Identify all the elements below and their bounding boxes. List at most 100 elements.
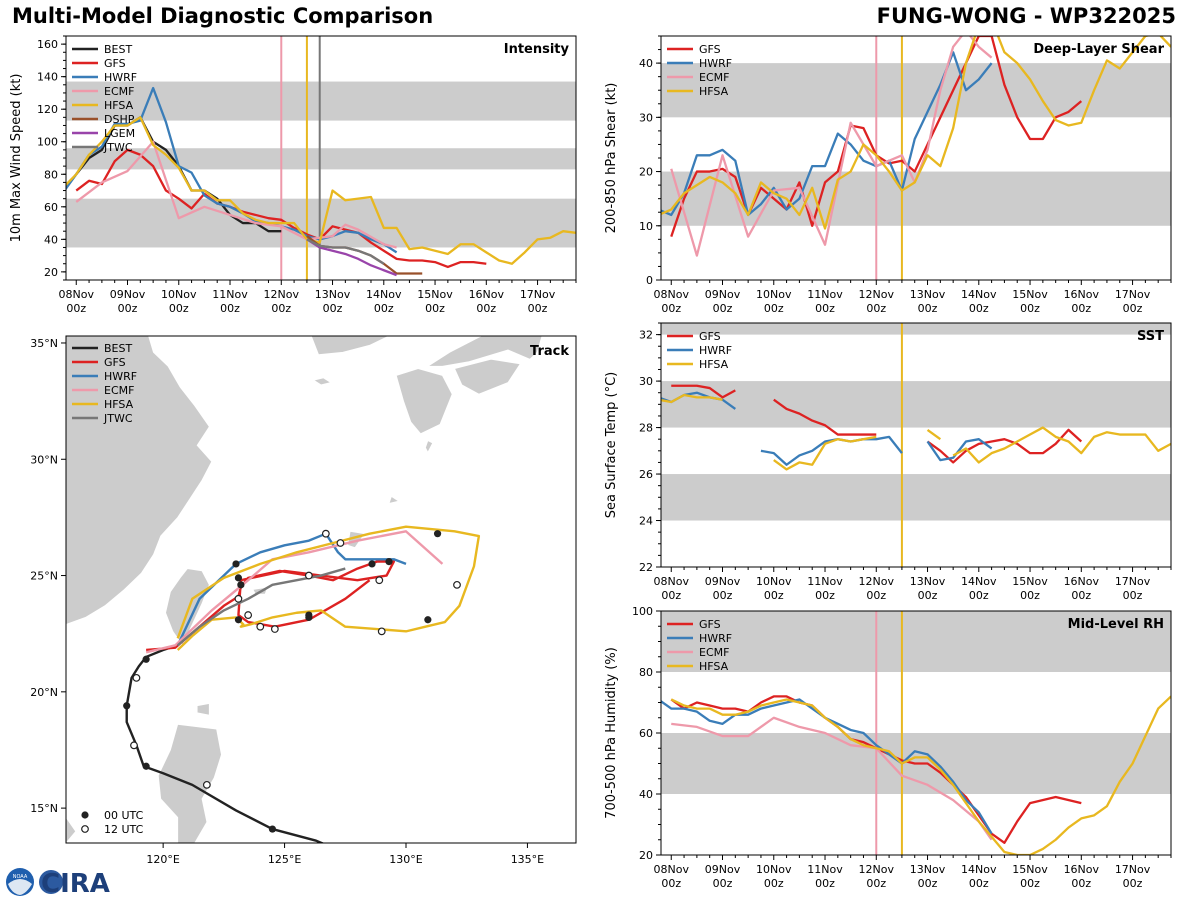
rh-xtick-label: 17Nov (1115, 863, 1151, 876)
track-xtick-label: 125°E (268, 853, 301, 866)
sst-xtick-label: 10Nov (756, 575, 792, 588)
rh-plot-area (661, 611, 1171, 855)
track-marker-00utc (424, 616, 432, 624)
sst-xtick-sublabel: 00z (713, 589, 733, 602)
intensity-series-lgem (306, 238, 398, 277)
intensity-series-hfsa (66, 116, 576, 265)
shear-title: Deep-Layer Shear (1033, 42, 1164, 57)
track-marker-12utc (453, 580, 461, 589)
shear-xtick-label: 13Nov (910, 288, 946, 301)
rh-xtick-label: 13Nov (910, 863, 946, 876)
shear-xtick-label: 16Nov (1064, 288, 1100, 301)
cira-globe-icon (39, 870, 63, 894)
rh-xtick-label: 11Nov (807, 863, 843, 876)
intensity-xtick-label: 15Nov (417, 288, 453, 301)
track-marker-12utc (202, 780, 211, 789)
shear-xtick-label: 17Nov (1115, 288, 1151, 301)
track-marker-00utc (123, 702, 131, 710)
intensity-title: Intensity (504, 42, 570, 57)
track-series-hwrf (176, 532, 407, 646)
rh-xtick-sublabel: 00z (1020, 877, 1040, 890)
intensity-legend-label: HFSA (104, 99, 134, 112)
shear-ylabel: 200-850 hPa Shear (kt) (604, 83, 619, 234)
rh-xtick-sublabel: 00z (866, 877, 886, 890)
sst-xtick-label: 16Nov (1064, 575, 1100, 588)
land-shikoku (454, 358, 521, 395)
shear-xtick-sublabel: 00z (815, 302, 835, 315)
intensity-xtick-label: 10Nov (161, 288, 197, 301)
intensity-series-best (66, 116, 282, 233)
sst-series-gfs (773, 398, 877, 436)
track-ytick-label: 25°N (30, 570, 58, 583)
sst-legend-label: HWRF (699, 344, 732, 357)
intensity-xtick-sublabel: 00z (66, 302, 86, 315)
sst-series-hfsa (952, 426, 1171, 464)
sst-xtick-label: 11Nov (807, 575, 843, 588)
track-series-jtwc (176, 567, 346, 647)
track-legend-00utc-marker (81, 811, 89, 819)
sst-band (661, 381, 1171, 428)
sst-xtick-label: 08Nov (654, 575, 690, 588)
shear-xtick-label: 11Nov (807, 288, 843, 301)
sst-series-hfsa (773, 435, 877, 471)
rh-series-hfsa (670, 695, 1171, 855)
sst-ytick-label: 24 (639, 515, 653, 528)
shear-xtick-label: 14Nov (961, 288, 997, 301)
intensity-xtick-label: 14Nov (366, 288, 402, 301)
shear-xtick-sublabel: 00z (1071, 302, 1091, 315)
track-ytick-label: 20°N (30, 686, 58, 699)
shear-xtick-sublabel: 00z (866, 302, 886, 315)
track-marker-00utc (368, 560, 376, 568)
cira-logo: NOAA CIRA (6, 868, 110, 898)
shear-legend-label: HFSA (699, 85, 729, 98)
shear-series-hfsa (661, 36, 1171, 230)
rh-xtick-label: 12Nov (859, 863, 895, 876)
track-legend-label: GFS (104, 356, 126, 369)
sst-series-gfs (671, 384, 736, 399)
rh-xtick-sublabel: 00z (1123, 877, 1143, 890)
shear-ytick-label: 20 (639, 166, 653, 179)
intensity-xtick-sublabel: 00z (271, 302, 291, 315)
track-marker-00utc (268, 825, 277, 833)
shear-xtick-label: 09Nov (705, 288, 741, 301)
intensity-series-ecmf (75, 140, 397, 249)
rh-xtick-sublabel: 00z (969, 877, 989, 890)
intensity-ytick-label: 60 (44, 201, 58, 214)
track-xtick-label: 130°E (389, 853, 422, 866)
intensity-xtick-sublabel: 00z (118, 302, 138, 315)
land-tanegashima (424, 440, 434, 454)
track-marker-12utc (130, 741, 138, 750)
track-xtick-label: 120°E (146, 853, 179, 866)
rh-legend-label: HWRF (699, 632, 732, 645)
track-ytick-label: 35°N (30, 337, 58, 350)
sst-xtick-sublabel: 00z (1123, 589, 1143, 602)
shear-xtick-label: 10Nov (756, 288, 792, 301)
sst-series-hfsa (661, 393, 723, 404)
track-legend-12utc-label: 12 UTC (104, 823, 144, 836)
intensity-legend-label: LGEM (104, 127, 135, 140)
rh-xtick-sublabel: 00z (1071, 877, 1091, 890)
track-ytick-label: 15°N (30, 802, 58, 815)
shear-ytick-label: 0 (646, 274, 653, 287)
track-plot-area (66, 336, 543, 843)
track-legend-12utc-marker (81, 825, 89, 833)
track-marker-12utc (244, 611, 253, 619)
rh-title: Mid-Level RH (1068, 617, 1164, 632)
sst-title: SST (1137, 329, 1164, 344)
intensity-xtick-label: 17Nov (520, 288, 556, 301)
sst-xtick-sublabel: 00z (1020, 589, 1040, 602)
shear-series-hwrf (661, 51, 993, 217)
intensity-xtick-sublabel: 00z (476, 302, 496, 315)
intensity-ytick-label: 100 (37, 136, 58, 149)
sst-band (661, 323, 1171, 335)
shear-xtick-sublabel: 00z (1123, 302, 1143, 315)
intensity-ylabel: 10m Max Wind Speed (kt) (9, 74, 24, 243)
shear-ytick-label: 10 (639, 220, 653, 233)
shear-xtick-sublabel: 00z (969, 302, 989, 315)
rh-xtick-sublabel: 00z (661, 877, 681, 890)
intensity-ytick-label: 120 (37, 103, 58, 116)
rh-xtick-sublabel: 00z (815, 877, 835, 890)
rh-xtick-label: 15Nov (1012, 863, 1048, 876)
rh-band (661, 611, 1171, 672)
